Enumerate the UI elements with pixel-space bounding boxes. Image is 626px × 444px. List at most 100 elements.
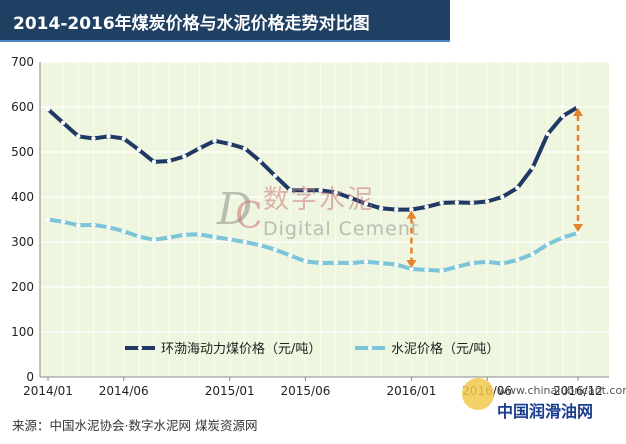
svg-text:C: C (235, 196, 263, 234)
data-point (91, 222, 96, 228)
data-point (409, 207, 414, 212)
legend-swatch-marker (367, 345, 373, 351)
data-point (394, 262, 399, 267)
data-point (151, 159, 157, 165)
data-point (500, 194, 505, 200)
data-point (318, 188, 323, 193)
data-point (76, 223, 81, 228)
data-point (333, 190, 338, 195)
data-point (212, 138, 217, 143)
data-point (288, 188, 293, 193)
data-point (303, 259, 308, 264)
data-point (318, 260, 323, 266)
x-tick-label: 2016/12 (553, 384, 603, 398)
data-point (545, 242, 550, 247)
data-point (227, 237, 232, 242)
data-point (424, 267, 429, 273)
data-point (60, 120, 66, 125)
y-tick-label: 0 (26, 370, 34, 384)
data-point (530, 251, 535, 257)
x-tick-label: 2015/01 (205, 384, 255, 398)
data-point (272, 173, 278, 179)
data-point (45, 217, 51, 222)
x-tick-label: 2015/06 (280, 384, 330, 398)
data-point (363, 201, 369, 206)
data-point (378, 206, 384, 211)
source-note: 来源：中国水泥协会·数字水泥网 煤炭资源网 (12, 418, 258, 433)
data-point (257, 158, 263, 164)
data-point (242, 239, 248, 245)
data-point (272, 247, 278, 252)
data-point (454, 200, 460, 205)
data-point (333, 260, 338, 265)
data-point (106, 224, 111, 230)
data-point (348, 260, 354, 266)
data-point (136, 147, 142, 152)
annotation-arrow-head (406, 260, 417, 268)
data-point (484, 199, 490, 204)
chart-title-bar: 2014-2016年煤炭价格与水泥价格走势对比图 (0, 0, 450, 42)
data-point (166, 158, 172, 164)
data-point (106, 134, 111, 139)
x-tick-label: 2014/06 (99, 384, 149, 398)
data-point (575, 230, 581, 236)
lubricant-logo-icon (462, 378, 494, 410)
annotation-arrow-head (406, 210, 417, 219)
data-point (212, 234, 217, 240)
data-point (91, 136, 96, 141)
y-tick-label: 600 (11, 100, 34, 114)
data-point (469, 200, 475, 206)
data-point (424, 204, 429, 210)
data-point (515, 185, 520, 191)
annotation-arrow-head (573, 108, 583, 116)
y-tick-label: 500 (11, 145, 34, 159)
corner-watermark-url: www.chinalubricant.com (498, 384, 626, 397)
data-point (227, 141, 232, 147)
dc-logo-watermark: D C (216, 184, 263, 234)
svg-text:D: D (216, 184, 252, 234)
series-line-cement (46, 217, 580, 273)
data-point (121, 136, 126, 141)
data-point (500, 261, 505, 266)
data-point (515, 257, 520, 263)
data-point (363, 259, 369, 264)
data-point (545, 131, 550, 137)
data-point (409, 266, 414, 272)
data-point (197, 232, 202, 237)
data-point (76, 134, 81, 139)
data-point (288, 253, 293, 258)
data-point (560, 113, 566, 119)
y-tick-label: 400 (11, 190, 34, 204)
data-point (60, 219, 66, 224)
data-point (454, 264, 460, 269)
data-point (136, 234, 142, 239)
data-point (469, 260, 475, 266)
data-point (166, 235, 172, 240)
corner-watermark-name: 中国润滑油网 (497, 402, 594, 421)
data-point (439, 268, 444, 273)
y-tick-label: 700 (11, 55, 34, 69)
data-point (257, 242, 263, 248)
legend-label: 环渤海动力煤价格（元/吨） (161, 341, 321, 357)
data-point (348, 195, 354, 201)
plot-area (40, 62, 609, 377)
series-line-coal (46, 105, 580, 212)
data-point (575, 104, 581, 110)
y-tick-label: 100 (11, 325, 34, 339)
data-point (484, 259, 490, 264)
data-point (378, 260, 384, 266)
watermark-en-text: Digital Cement (263, 218, 420, 240)
data-point (151, 237, 157, 242)
x-tick-label: 2016/01 (386, 384, 436, 398)
data-point (394, 207, 399, 212)
data-point (182, 232, 187, 237)
data-point (560, 235, 566, 240)
legend-label: 水泥价格（元/吨） (391, 341, 499, 357)
data-point (530, 165, 535, 170)
data-point (197, 146, 202, 151)
data-point (182, 154, 187, 159)
legend-swatch-marker (137, 345, 143, 351)
y-tick-label: 200 (11, 280, 34, 294)
y-tick-label: 300 (11, 235, 34, 249)
